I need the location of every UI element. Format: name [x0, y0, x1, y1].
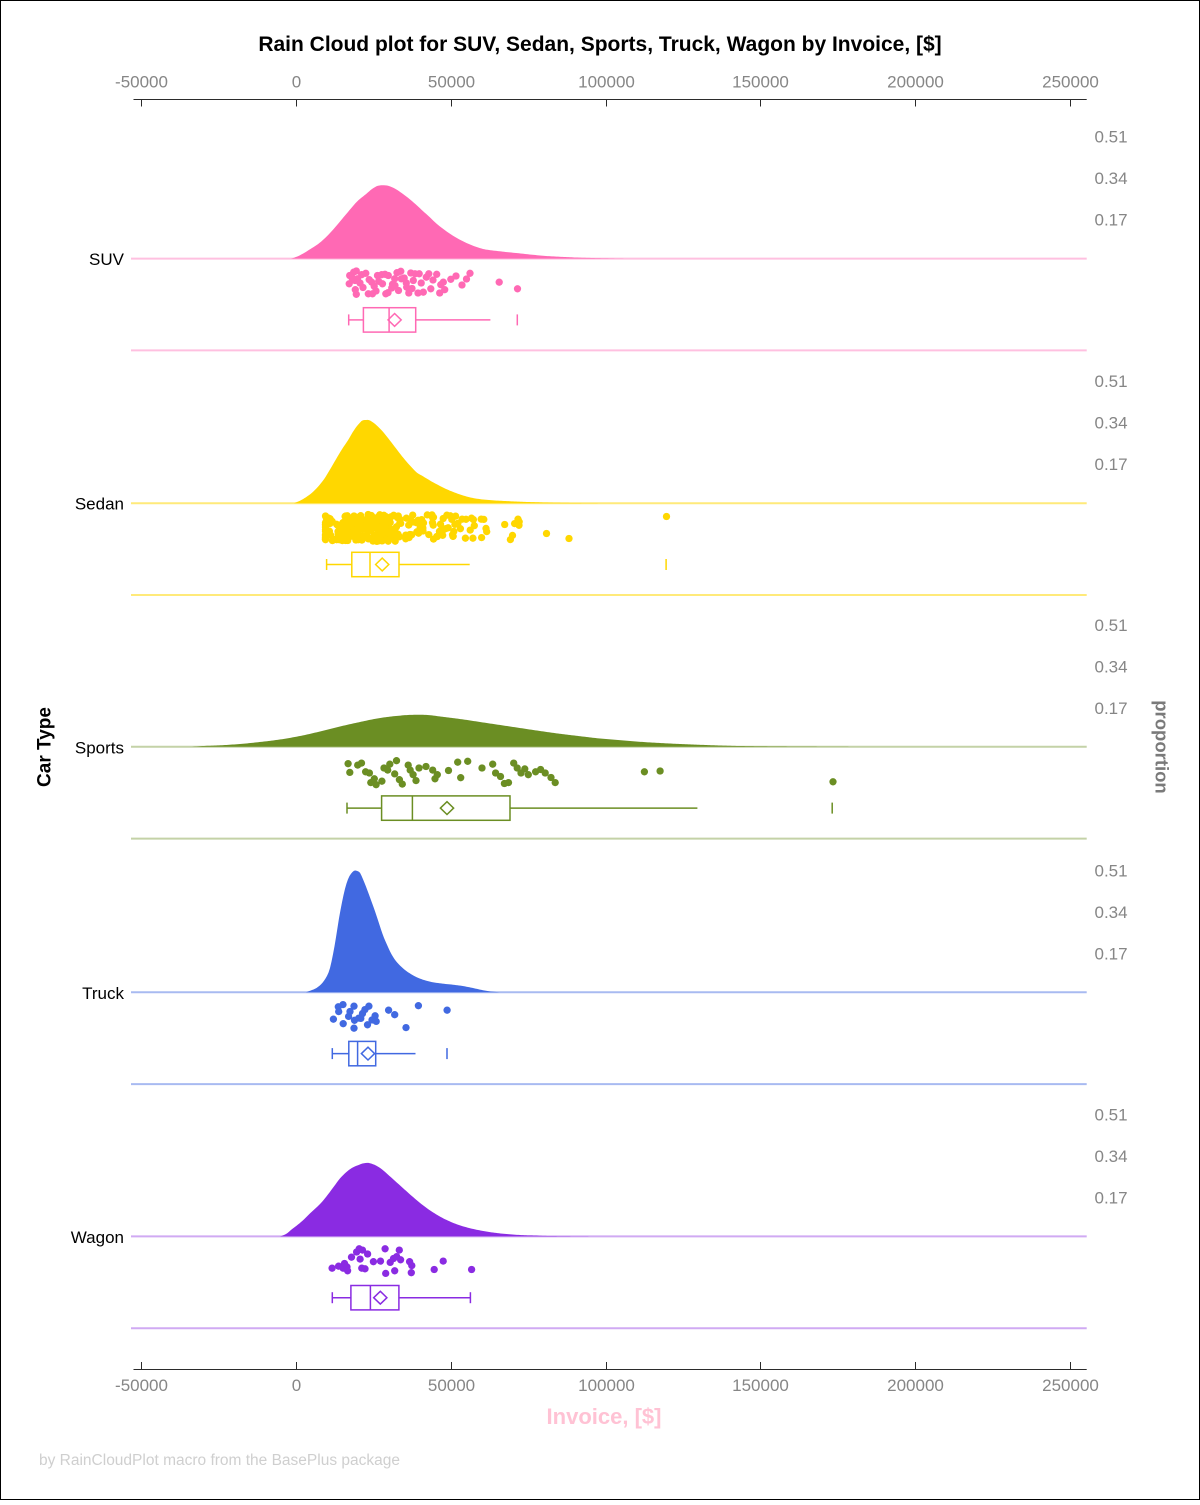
- svg-text:Rain Cloud plot for SUV, Sedan: Rain Cloud plot for SUV, Sedan, Sports, …: [258, 33, 941, 56]
- svg-text:0.17: 0.17: [1095, 1188, 1128, 1207]
- svg-text:0.17: 0.17: [1095, 211, 1128, 230]
- svg-text:200000: 200000: [887, 73, 944, 92]
- svg-text:Car Type: Car Type: [35, 707, 56, 787]
- svg-text:0.34: 0.34: [1095, 169, 1128, 188]
- svg-text:150000: 150000: [732, 1376, 789, 1395]
- svg-text:Truck: Truck: [82, 984, 124, 1003]
- svg-text:150000: 150000: [732, 73, 789, 92]
- svg-text:0.34: 0.34: [1095, 903, 1128, 922]
- svg-text:proportion: proportion: [1152, 700, 1173, 794]
- svg-text:0.51: 0.51: [1095, 372, 1128, 391]
- svg-text:0.51: 0.51: [1095, 861, 1128, 880]
- svg-text:250000: 250000: [1042, 73, 1099, 92]
- svg-text:0: 0: [292, 73, 301, 92]
- svg-text:250000: 250000: [1042, 1376, 1099, 1395]
- svg-text:-50000: -50000: [115, 1376, 168, 1395]
- svg-text:50000: 50000: [428, 73, 475, 92]
- svg-text:Invoice, [$]: Invoice, [$]: [547, 1404, 662, 1429]
- svg-text:0.17: 0.17: [1095, 455, 1128, 474]
- svg-text:0.34: 0.34: [1095, 657, 1128, 676]
- svg-text:Sedan: Sedan: [75, 495, 124, 514]
- svg-text:0: 0: [292, 1376, 301, 1395]
- svg-text:0.17: 0.17: [1095, 699, 1128, 718]
- svg-text:0.34: 0.34: [1095, 414, 1128, 433]
- svg-text:0.51: 0.51: [1095, 1105, 1128, 1124]
- svg-text:by RainCloudPlot macro from th: by RainCloudPlot macro from the BasePlus…: [39, 1452, 400, 1469]
- svg-text:Sports: Sports: [75, 738, 124, 757]
- svg-text:200000: 200000: [887, 1376, 944, 1395]
- svg-text:SUV: SUV: [89, 250, 125, 269]
- svg-text:0.51: 0.51: [1095, 128, 1128, 147]
- svg-text:0.51: 0.51: [1095, 616, 1128, 635]
- svg-text:Wagon: Wagon: [71, 1228, 124, 1247]
- svg-text:0.17: 0.17: [1095, 944, 1128, 963]
- svg-text:0.34: 0.34: [1095, 1147, 1128, 1166]
- svg-text:100000: 100000: [578, 73, 635, 92]
- svg-text:-50000: -50000: [115, 73, 168, 92]
- svg-text:50000: 50000: [428, 1376, 475, 1395]
- svg-text:100000: 100000: [578, 1376, 635, 1395]
